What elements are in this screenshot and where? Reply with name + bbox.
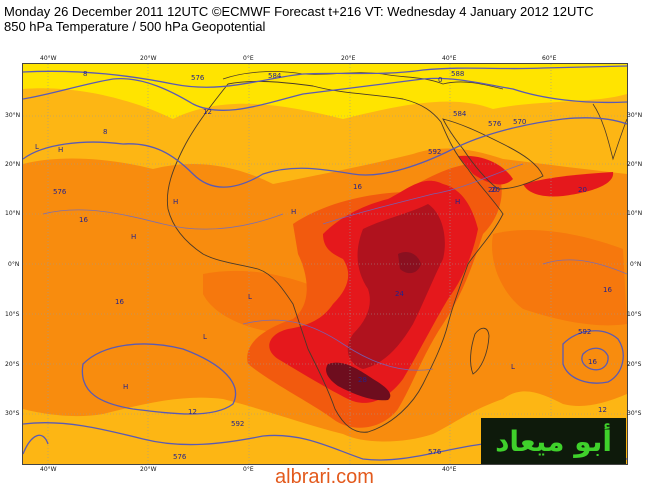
contour-label: 20 [491,186,500,194]
contour-label: 16 [115,298,124,306]
contour-label: 592 [428,148,441,156]
contour-label: 20 [578,186,587,194]
lat-label-right: 0°N [630,261,642,268]
lon-label-bottom: 20°W [140,466,157,473]
lon-label-top: 60°E [542,55,557,62]
contour-label: 576 [53,188,67,196]
contour-label: 28 [358,376,367,384]
lat-label-right: 20°N [627,161,643,168]
contour-label: 8 [103,128,107,136]
lat-label-left: 0°N [8,261,20,268]
lat-label-right: 30°S [627,410,642,417]
pressure-marks: L H H H L H H H L L [35,143,515,391]
high-mark: H [123,383,128,391]
contour-label: 12 [598,406,607,414]
title-block: Monday 26 December 2011 12UTC ©ECMWF For… [4,4,644,34]
contour-label: 570 [513,118,526,126]
lon-label-bottom: 40°E [442,466,457,473]
contour-label: 584 [268,72,282,80]
lat-label-right: 10°S [627,311,642,318]
contour-label: 16 [353,183,362,191]
arabia-coastline [442,118,544,190]
low-mark: L [511,363,515,371]
madagascar-coastline [470,327,490,375]
lon-label-top: 40°W [40,55,57,62]
contour-label: 16 [79,216,88,224]
map-title: Monday 26 December 2011 12UTC ©ECMWF For… [4,4,594,19]
lon-label-top: 40°E [442,55,457,62]
contour-label: 576 [173,453,187,461]
contour-label: 576 [488,120,502,128]
lat-label-left: 20°S [5,361,20,368]
temperature-contours [42,163,627,371]
lat-label-left: 10°N [5,210,21,217]
map-canvas: 576 584 588 570 576 592 8 12 16 20 24 28… [23,64,627,464]
contour-label: 592 [231,420,244,428]
lon-label-top: 20°E [341,55,356,62]
site-watermark: albrari.com [275,466,374,488]
africa-coastline [166,80,504,433]
contour-label: 588 [451,70,464,78]
lon-label-bottom: 40°W [40,466,57,473]
contour-label: 576 [191,74,205,82]
logo-badge: أبو ميعاد [481,418,626,464]
lat-label-right: 20°S [627,361,642,368]
lon-label-top: 0°E [243,55,254,62]
high-mark: H [131,233,136,241]
contour-label: 20 [488,186,497,194]
contour-label: 592 [578,328,591,336]
contour-label: 584 [453,110,467,118]
temperature-field-maroon-north [398,252,421,274]
low-mark: L [248,293,252,301]
high-mark: H [173,198,178,206]
contour-label: 0 [438,76,442,84]
contour-label: 12 [203,108,212,116]
lat-label-left: 10°S [5,311,20,318]
forecast-map: 576 584 588 570 576 592 8 12 16 20 24 28… [22,63,628,465]
lat-label-left: 30°S [5,410,20,417]
lon-label-bottom: 0°E [243,466,254,473]
contour-label: 576 [428,448,442,456]
low-mark: L [203,333,207,341]
lat-label-right: 10°N [627,210,643,217]
high-mark: H [291,208,296,216]
contour-label: 8 [83,70,87,78]
lat-label-left: 30°N [5,112,21,119]
contour-label: 12 [188,408,197,416]
lat-label-right: 30°N [627,112,643,119]
map-subtitle: 850 hPa Temperature / 500 hPa Geopotenti… [4,19,266,34]
contour-label: 24 [395,290,404,298]
contour-labels: 576 584 588 570 576 592 8 12 16 20 24 28… [53,70,612,461]
contour-label: 16 [603,286,612,294]
lat-label-left: 20°N [5,161,21,168]
low-mark: L [35,143,39,151]
contour-label: 16 [588,358,597,366]
temperature-field-red-arabia [458,155,513,185]
temperature-field-orange-deep-east [492,229,627,326]
lon-label-top: 20°W [140,55,157,62]
high-mark: H [58,146,63,154]
temperature-field-maroon [326,362,391,401]
temperature-field-red-arabian-sea [523,172,614,197]
high-mark: H [455,198,460,206]
logo-text: أبو ميعاد [495,424,612,458]
temperature-field-dark-red [347,204,445,369]
